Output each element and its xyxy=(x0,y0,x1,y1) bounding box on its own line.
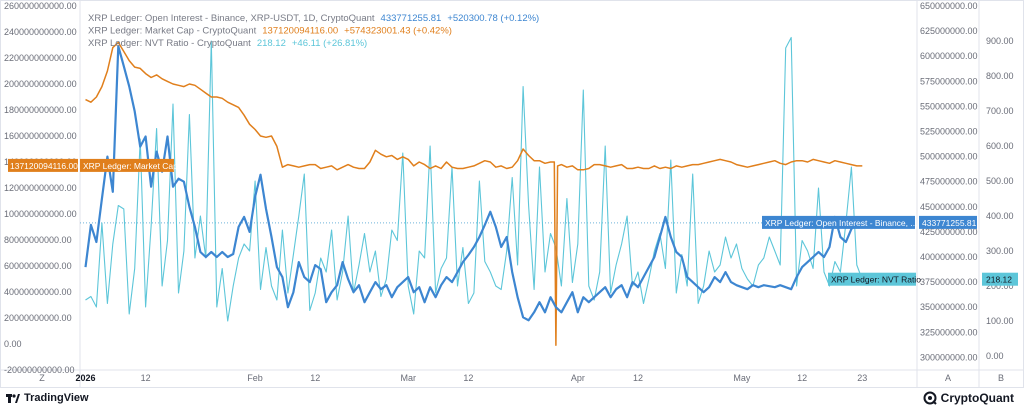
nvt-ratio-series-line xyxy=(85,36,863,322)
nvt-name-tag-bg xyxy=(828,272,916,286)
nvt-tick-label: 300.00 xyxy=(986,246,1014,256)
x-tick-label: Mar xyxy=(400,373,416,383)
cryptoquant-brand: CryptoQuant xyxy=(940,391,1014,405)
market-cap-series-line xyxy=(85,41,863,347)
legend-series-change: +520300.78 (+0.12%) xyxy=(447,13,539,24)
market-cap-tick-label: 220000000000.00 xyxy=(4,53,77,63)
market-cap-tick-label: 180000000000.00 xyxy=(4,105,77,115)
legend-series-name: XRP Ledger: Open Interest - Binance, XRP… xyxy=(88,13,375,24)
open-interest-tick-label: 450000000.00 xyxy=(920,202,978,212)
market-cap-tick-label: 80000000000.00 xyxy=(4,235,72,245)
open-interest-tick-label: 625000000.00 xyxy=(920,26,978,36)
open-interest-tick-label: 525000000.00 xyxy=(920,127,978,137)
nvt-tick-label: 200.00 xyxy=(986,281,1014,291)
open-interest-tick-label: 475000000.00 xyxy=(920,177,978,187)
x-tick-label: 2026 xyxy=(75,373,95,383)
nvt-tick-label: 800.00 xyxy=(986,71,1014,81)
market-cap-tick-label: 100000000000.00 xyxy=(4,209,77,219)
x-tick-label: 12 xyxy=(633,373,643,383)
tradingview-logo-icon xyxy=(6,393,20,404)
x-tick-label: Feb xyxy=(247,373,263,383)
legend-series-value: 137120094116.00 xyxy=(262,26,338,37)
x-tick-label: May xyxy=(733,373,751,383)
nvt-tick-label: 600.00 xyxy=(986,141,1014,151)
open-interest-tick-label: 325000000.00 xyxy=(920,327,978,337)
nvt-tick-label: 0.00 xyxy=(986,351,1004,361)
open-interest-tick-label: 650000000.00 xyxy=(920,1,978,11)
x-tick-label: 12 xyxy=(797,373,807,383)
open-interest-tick-label: 550000000.00 xyxy=(920,101,978,111)
x-tick-label: 12 xyxy=(463,373,473,383)
open-interest-series-line xyxy=(84,45,863,322)
open-interest-tick-label: 350000000.00 xyxy=(920,302,978,312)
market-cap-tick-label: 60000000000.00 xyxy=(4,261,72,271)
market-cap-tick-label: 260000000000.00 xyxy=(4,1,77,11)
tradingview-brand: TradingView xyxy=(24,392,89,404)
axis-letter-middle: A xyxy=(945,373,951,383)
x-tick-label: 12 xyxy=(310,373,320,383)
market-cap-tick-label: 40000000000.00 xyxy=(4,287,72,297)
nvt-tick-label: 100.00 xyxy=(986,316,1014,326)
legend-series-change: +46.11 (+26.81%) xyxy=(292,38,367,49)
open-interest-tick-label: 425000000.00 xyxy=(920,227,978,237)
nvt-tick-label: 500.00 xyxy=(986,176,1014,186)
open-interest-tick-label: 300000000.00 xyxy=(920,352,978,362)
open-interest-tick-label: 375000000.00 xyxy=(920,277,978,287)
market-cap-value-tag-bg xyxy=(8,158,78,172)
open-interest-value-tag-bg xyxy=(919,215,977,229)
x-tick-label: Apr xyxy=(571,373,585,383)
cryptoquant-logo[interactable]: CryptoQuant xyxy=(923,391,1014,405)
tradingview-logo[interactable]: TradingView xyxy=(6,392,89,404)
axis-letter-right: B xyxy=(998,373,1004,383)
legend-series-value: 433771255.81 xyxy=(381,13,442,24)
market-cap-tick-label: 20000000000.00 xyxy=(4,313,72,323)
nvt-tick-label: 400.00 xyxy=(986,211,1014,221)
nvt-value-tag: 218.12 xyxy=(986,275,1012,285)
legend-series-name: XRP Ledger: Market Cap - CryptoQuant xyxy=(88,26,257,37)
open-interest-tick-label: 400000000.00 xyxy=(920,252,978,262)
market-cap-name-tag-bg xyxy=(80,158,174,172)
cryptoquant-logo-icon xyxy=(923,391,937,405)
market-cap-tick-label: 240000000000.00 xyxy=(4,27,77,37)
nvt-tick-label: 700.00 xyxy=(986,106,1014,116)
nvt-value-tag-bg xyxy=(982,272,1018,286)
market-cap-tick-label: 160000000000.00 xyxy=(4,131,77,141)
x-tick-label: 23 xyxy=(857,373,867,383)
legend-series-value: 218.12 xyxy=(257,38,286,49)
chart-frame xyxy=(0,0,1024,388)
market-cap-tick-label: -20000000000.00 xyxy=(4,365,75,375)
axis-letter-left: Z xyxy=(39,373,45,383)
open-interest-tick-label: 500000000.00 xyxy=(920,152,978,162)
open-interest-tick-label: 600000000.00 xyxy=(920,51,978,61)
market-cap-name-tag: XRP Ledger: Market Cap xyxy=(83,161,178,171)
open-interest-name-tag: XRP Ledger: Open Interest - Binance, ... xyxy=(765,218,917,228)
open-interest-value-tag: 433771255.81 xyxy=(922,218,977,228)
footer: TradingView CryptoQuant xyxy=(0,388,1024,409)
x-tick-label: 12 xyxy=(141,373,151,383)
open-interest-tick-label: 575000000.00 xyxy=(920,76,978,86)
market-cap-tick-label: 0.00 xyxy=(4,339,22,349)
nvt-name-tag: XRP Ledger: NVT Ratio xyxy=(831,275,921,285)
nvt-tick-label: 900.00 xyxy=(986,36,1014,46)
market-cap-value-tag: 137120094116.00 xyxy=(10,161,78,171)
market-cap-tick-label: 120000000000.00 xyxy=(4,183,77,193)
legend-series-change: +574323001.43 (+0.42%) xyxy=(344,26,452,37)
market-cap-tick-label: 200000000000.00 xyxy=(4,79,77,89)
open-interest-name-tag-bg xyxy=(762,215,915,229)
legend-series-name: XRP Ledger: NVT Ratio - CryptoQuant xyxy=(88,38,251,49)
